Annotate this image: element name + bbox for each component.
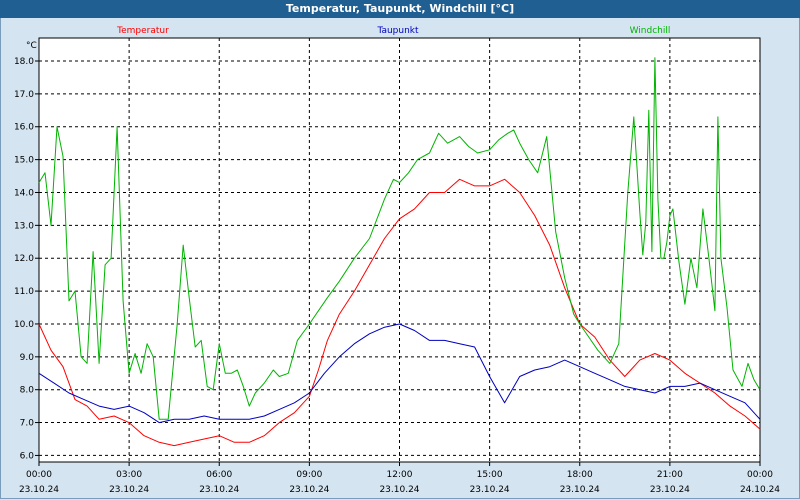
x-tick-time: 09:00 xyxy=(296,470,322,480)
y-tick-label: 6.0 xyxy=(20,451,35,461)
series-line-temperatur xyxy=(38,178,761,447)
y-tick-label: 9.0 xyxy=(20,353,35,363)
x-tick-time: 03:00 xyxy=(116,470,142,480)
legend-item-taupunkt: Taupunkt xyxy=(376,26,419,36)
x-tick-date: 23.10.24 xyxy=(560,485,600,495)
y-tick-label: 13.0 xyxy=(14,221,34,231)
y-tick-label: 10.0 xyxy=(14,320,34,330)
x-tick-date: 23.10.24 xyxy=(19,485,59,495)
y-tick-label: 15.0 xyxy=(14,156,34,166)
legend-item-temperatur: Temperatur xyxy=(116,26,169,36)
legend-item-windchill: Windchill xyxy=(630,26,671,36)
x-tick-date: 23.10.24 xyxy=(650,485,690,495)
x-tick-date: 23.10.24 xyxy=(470,485,510,495)
window-title: Temperatur, Taupunkt, Windchill [°C] xyxy=(0,0,800,18)
axis-ticks: 6.0 7.0 8.0 9.0 10.0 11.0 12.0 13.0 14.0 15.0 16.0… xyxy=(14,57,780,495)
y-tick-label: 16.0 xyxy=(14,123,34,133)
y-tick-label: 18.0 xyxy=(14,57,34,67)
x-tick-time: 21:00 xyxy=(657,470,683,480)
y-axis-label: °C xyxy=(26,41,37,51)
y-tick-label: 11.0 xyxy=(14,287,34,297)
x-tick-date: 23.10.24 xyxy=(109,485,149,495)
x-tick-time: 00:00 xyxy=(26,470,52,480)
y-tick-label: 12.0 xyxy=(14,254,34,264)
x-tick-date: 23.10.24 xyxy=(199,485,239,495)
y-tick-label: 17.0 xyxy=(14,90,34,100)
x-tick-time: 06:00 xyxy=(206,470,232,480)
series-line-taupunkt xyxy=(38,323,761,424)
series-line-windchill xyxy=(38,57,761,420)
legend: Temperatur Taupunkt Windchill xyxy=(116,26,670,36)
x-tick-date: 24.10.24 xyxy=(740,485,780,495)
x-tick-date: 23.10.24 xyxy=(289,485,329,495)
x-tick-time: 15:00 xyxy=(477,470,503,480)
x-tick-date: 23.10.24 xyxy=(379,485,419,495)
y-tick-label: 7.0 xyxy=(20,419,35,429)
x-tick-time: 18:00 xyxy=(567,470,593,480)
series-lines xyxy=(38,57,761,447)
y-tick-label: 8.0 xyxy=(20,386,35,396)
y-tick-label: 14.0 xyxy=(14,188,34,198)
x-tick-time: 00:00 xyxy=(747,470,773,480)
x-tick-time: 12:00 xyxy=(387,470,413,480)
